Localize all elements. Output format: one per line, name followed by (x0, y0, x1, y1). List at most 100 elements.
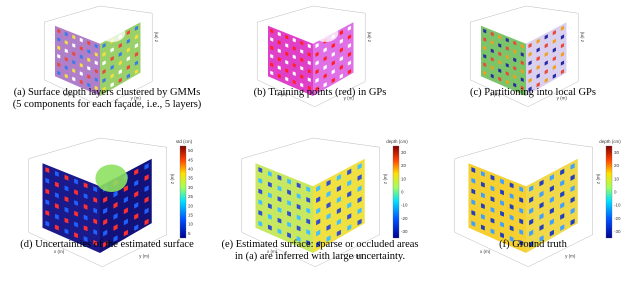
window (45, 177, 50, 184)
window (316, 218, 321, 226)
window (500, 178, 504, 185)
window (134, 179, 139, 187)
window (93, 186, 98, 193)
window (490, 31, 494, 37)
window (480, 213, 485, 220)
colorbar-tick: -10 (614, 203, 621, 208)
window (528, 60, 532, 66)
window (113, 213, 118, 220)
window (560, 179, 565, 187)
window (64, 31, 68, 37)
window (79, 71, 83, 76)
axis-label: x (m) (277, 92, 288, 97)
window (287, 200, 291, 206)
window (93, 218, 98, 225)
window (307, 43, 311, 49)
axis-label: z (m) (367, 31, 372, 42)
window (347, 25, 352, 31)
window (347, 60, 352, 66)
window (357, 163, 362, 170)
window (74, 189, 78, 196)
window (498, 60, 502, 65)
window (134, 60, 139, 66)
caption: (f) Ground truth (499, 239, 567, 250)
colorbar (392, 145, 400, 239)
window (258, 210, 263, 216)
window (519, 218, 524, 225)
window (339, 73, 343, 79)
window (270, 28, 274, 34)
window (536, 82, 540, 88)
window (285, 68, 289, 73)
window (285, 34, 289, 40)
window (560, 25, 565, 31)
window (270, 62, 274, 67)
window (103, 207, 108, 215)
axis-label: y (m) (352, 254, 363, 259)
window (500, 210, 504, 217)
window (347, 34, 352, 40)
window (549, 185, 554, 192)
window (505, 46, 509, 51)
window (134, 25, 139, 31)
window (57, 45, 61, 51)
window (539, 235, 544, 242)
window (552, 47, 556, 53)
window (528, 86, 532, 92)
window (520, 52, 524, 57)
window (509, 193, 514, 200)
window (347, 213, 352, 220)
window (528, 42, 532, 49)
window (560, 224, 565, 231)
window (54, 181, 59, 188)
window (72, 34, 76, 40)
window (287, 178, 291, 185)
window (307, 77, 311, 82)
window (134, 43, 139, 49)
window (570, 196, 575, 204)
window (267, 170, 272, 177)
window (45, 199, 50, 206)
window (560, 60, 565, 66)
window (267, 224, 272, 231)
window (292, 37, 296, 43)
window (529, 207, 534, 215)
window (79, 37, 83, 43)
window (277, 57, 281, 62)
facade (268, 25, 313, 96)
colorbar-tick: 15 (188, 213, 194, 218)
window (102, 60, 106, 66)
window (277, 31, 281, 37)
window (45, 167, 50, 173)
window (123, 196, 128, 204)
window (490, 174, 495, 181)
window (347, 190, 352, 198)
window (300, 49, 304, 54)
window (57, 37, 61, 42)
window (315, 69, 319, 75)
window (102, 51, 106, 57)
axis-line (257, 5, 314, 23)
window (471, 177, 476, 184)
window (490, 65, 494, 70)
window (560, 69, 565, 75)
window (113, 235, 118, 242)
window (287, 221, 291, 228)
axis-label: z (m) (154, 31, 159, 42)
window (74, 178, 78, 185)
window (552, 38, 556, 44)
window (471, 167, 476, 173)
window (560, 213, 565, 220)
window (552, 73, 556, 79)
window (490, 185, 495, 192)
window (64, 65, 68, 70)
subfigure: z (m) x (m) y (m)(c) Partitioning into loc… (469, 5, 596, 108)
window (54, 170, 59, 177)
window (331, 60, 335, 66)
colorbar-tick: 35 (188, 176, 194, 181)
window (570, 218, 575, 226)
window (498, 51, 502, 57)
window (267, 213, 272, 220)
window (118, 69, 122, 75)
window (296, 225, 301, 232)
